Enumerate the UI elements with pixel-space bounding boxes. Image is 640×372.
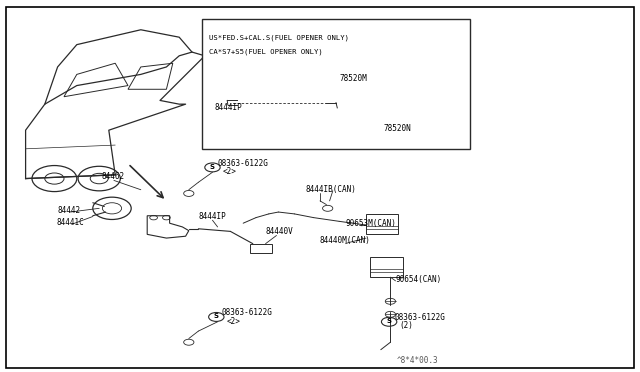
Text: 84442: 84442 [58, 206, 81, 215]
Text: CA*S7+S5(FUEL OPENER ONLY): CA*S7+S5(FUEL OPENER ONLY) [209, 49, 323, 55]
Bar [202, 19, 470, 149]
Text: ^8*4*00.3: ^8*4*00.3 [397, 356, 438, 365]
Bar [366, 214, 398, 234]
Text: 84462: 84462 [101, 172, 124, 181]
Text: S: S [387, 318, 392, 324]
Text: (2): (2) [399, 321, 413, 330]
Text: S: S [210, 164, 215, 170]
Text: 84441C: 84441C [56, 218, 84, 227]
Text: <2>: <2> [227, 317, 241, 326]
Text: 78520N: 78520N [384, 124, 412, 133]
Bar [250, 244, 272, 253]
Text: 84440V: 84440V [266, 227, 293, 236]
Text: 8444IB(CAN): 8444IB(CAN) [306, 185, 356, 193]
Text: 8444IP: 8444IP [198, 212, 226, 221]
Text: 90654(CAN): 90654(CAN) [396, 275, 442, 284]
Text: 78520M: 78520M [339, 74, 367, 83]
Text: 90653M(CAN): 90653M(CAN) [346, 219, 396, 228]
Text: US*FED.S+CAL.S(FUEL OPENER ONLY): US*FED.S+CAL.S(FUEL OPENER ONLY) [209, 34, 349, 41]
Text: S: S [214, 314, 219, 320]
Bar [370, 257, 403, 277]
Text: 8444IP: 8444IP [214, 103, 242, 112]
Text: 84440M(CAN): 84440M(CAN) [320, 235, 371, 244]
Text: 08363-6122G: 08363-6122G [394, 313, 445, 322]
Text: <2>: <2> [223, 167, 237, 176]
Text: 08363-6122G: 08363-6122G [221, 308, 272, 317]
Text: 08363-6122G: 08363-6122G [218, 159, 268, 168]
